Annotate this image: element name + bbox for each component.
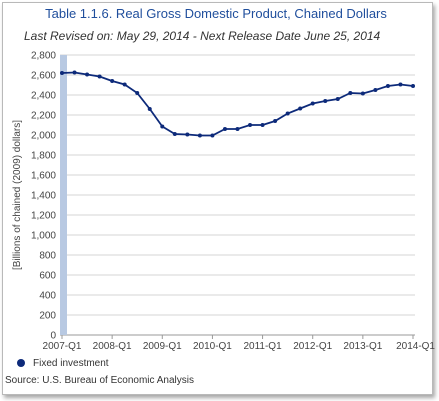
data-point[interactable]: [335, 97, 340, 101]
y-tick-label: 2,600: [31, 71, 56, 82]
data-point[interactable]: [60, 71, 64, 75]
data-point[interactable]: [97, 74, 102, 79]
data-point[interactable]: [411, 84, 415, 88]
data-point[interactable]: [122, 82, 127, 87]
data-point[interactable]: [185, 132, 190, 137]
data-point[interactable]: [285, 111, 290, 116]
data-point[interactable]: [72, 70, 77, 75]
x-tick-label: 2014-Q1: [396, 341, 435, 352]
x-tick-label: 2011-Q1: [243, 341, 282, 352]
y-tick-label: 400: [39, 291, 56, 302]
data-point[interactable]: [310, 101, 315, 106]
y-tick-label: 1,400: [31, 191, 56, 202]
y-tick-label: 200: [39, 311, 56, 322]
chart-title: Table 1.1.6. Real Gross Domestic Product…: [45, 6, 387, 21]
data-point[interactable]: [260, 123, 265, 127]
y-tick-label: 600: [39, 271, 56, 282]
y-tick-label: 2,800: [31, 51, 56, 62]
x-tick-label: 2007-Q1: [43, 341, 82, 352]
legend-label[interactable]: Fixed investment: [33, 358, 109, 369]
data-point[interactable]: [147, 107, 152, 111]
data-point[interactable]: [160, 124, 165, 129]
data-point[interactable]: [298, 106, 303, 111]
gridlines: [60, 54, 415, 336]
y-tick-labels: 0 200 400 600 800 1,000 1,200 1,400 1,600 1,800 2,…: [31, 51, 56, 342]
legend-marker: [17, 359, 25, 367]
y-tick-label: 0: [50, 331, 56, 342]
y-tick-label: 2,000: [31, 131, 56, 142]
data-point[interactable]: [385, 84, 390, 88]
x-tick-label: 2009-Q1: [143, 341, 182, 352]
series-line: [61, 71, 414, 137]
chart-subtitle: Last Revised on: May 29, 2014 - Next Rel…: [24, 29, 381, 43]
data-point[interactable]: [222, 127, 227, 131]
series-layer: [60, 70, 415, 138]
y-tick-label: 1,200: [31, 211, 56, 222]
chart-frame: [2, 2, 433, 395]
x-tick-labels: 2007-Q1 2008-Q1 2009-Q1 2010-Q1 2011-Q1 2012-…: [43, 335, 435, 352]
data-point[interactable]: [398, 82, 403, 87]
y-tick-label: 1,000: [31, 231, 56, 242]
data-point[interactable]: [273, 119, 278, 123]
data-point[interactable]: [110, 79, 115, 83]
x-tick-label: 2008-Q1: [93, 341, 132, 352]
y-tick-label: 2,200: [31, 111, 56, 122]
y-tick-label: 800: [39, 251, 56, 262]
x-tick-label: 2013-Q1: [343, 341, 382, 352]
y-tick-label: 1,800: [31, 151, 56, 162]
data-point[interactable]: [210, 133, 215, 138]
data-point[interactable]: [197, 133, 202, 138]
left-axis-band: [60, 55, 67, 335]
source-note: Source: U.S. Bureau of Economic Analysis: [5, 375, 194, 386]
data-point[interactable]: [172, 132, 177, 136]
data-point[interactable]: [248, 123, 253, 127]
data-point[interactable]: [323, 99, 328, 103]
x-tick-label: 2010-Q1: [193, 341, 232, 352]
data-point[interactable]: [85, 72, 90, 77]
data-point[interactable]: [135, 91, 140, 95]
y-axis-label: [Billions of chained (2009) dollars]: [12, 120, 23, 270]
data-point[interactable]: [360, 91, 365, 96]
x-tick-label: 2012-Q1: [293, 341, 332, 352]
y-tick-label: 1,600: [31, 171, 56, 182]
data-point[interactable]: [348, 91, 353, 95]
y-tick-label: 2,400: [31, 91, 56, 102]
data-point[interactable]: [373, 88, 378, 92]
data-point[interactable]: [235, 127, 240, 131]
